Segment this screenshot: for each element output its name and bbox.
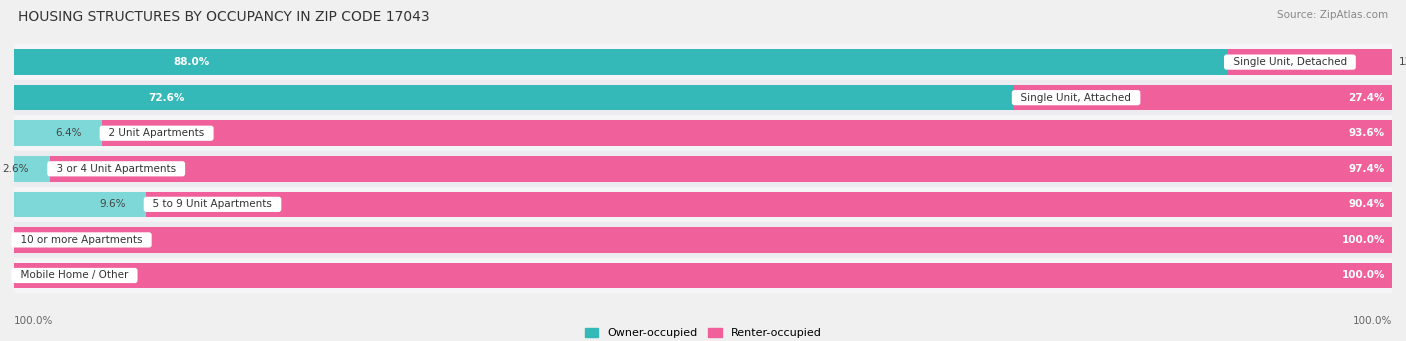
Bar [14, 263, 1392, 288]
Bar [14, 227, 1392, 253]
Bar [14, 192, 146, 217]
Bar [14, 120, 1392, 146]
Text: 2 Unit Apartments: 2 Unit Apartments [103, 128, 211, 138]
Text: 0.0%: 0.0% [21, 235, 48, 245]
Bar [14, 187, 1392, 222]
Text: 100.0%: 100.0% [1341, 270, 1385, 281]
Bar [14, 85, 1392, 110]
Bar [1226, 49, 1392, 75]
Text: 93.6%: 93.6% [1348, 128, 1385, 138]
Bar [14, 263, 1392, 288]
Bar [14, 44, 1392, 80]
Text: Single Unit, Detached: Single Unit, Detached [1226, 57, 1353, 67]
Bar [14, 116, 1392, 151]
Bar [14, 156, 1392, 182]
Text: 6.4%: 6.4% [55, 128, 82, 138]
Bar [14, 192, 1392, 217]
Text: 10 or more Apartments: 10 or more Apartments [14, 235, 149, 245]
Text: Single Unit, Attached: Single Unit, Attached [1014, 93, 1137, 103]
Text: 27.4%: 27.4% [1348, 93, 1385, 103]
Text: 88.0%: 88.0% [173, 57, 209, 67]
Text: HOUSING STRUCTURES BY OCCUPANCY IN ZIP CODE 17043: HOUSING STRUCTURES BY OCCUPANCY IN ZIP C… [18, 10, 430, 24]
Bar [146, 192, 1392, 217]
Bar [14, 80, 1392, 116]
Bar [14, 151, 1392, 187]
Text: Mobile Home / Other: Mobile Home / Other [14, 270, 135, 281]
Bar [14, 156, 49, 182]
Text: 90.4%: 90.4% [1348, 199, 1385, 209]
Text: 97.4%: 97.4% [1348, 164, 1385, 174]
Bar [14, 227, 1392, 253]
Bar [14, 192, 146, 217]
Bar [14, 258, 1392, 293]
Text: 72.6%: 72.6% [148, 93, 184, 103]
Text: 100.0%: 100.0% [1353, 316, 1392, 326]
Bar [14, 156, 49, 182]
Text: 100.0%: 100.0% [1341, 235, 1385, 245]
Text: 9.6%: 9.6% [100, 199, 125, 209]
Text: 2.6%: 2.6% [3, 164, 30, 174]
Bar [14, 120, 103, 146]
Bar [14, 49, 1392, 75]
Bar [14, 222, 1392, 258]
Text: 3 or 4 Unit Apartments: 3 or 4 Unit Apartments [49, 164, 183, 174]
Bar [14, 120, 103, 146]
Text: 100.0%: 100.0% [14, 316, 53, 326]
Bar [14, 49, 1226, 75]
Bar [1014, 85, 1392, 110]
Bar [103, 120, 1392, 146]
Legend: Owner-occupied, Renter-occupied: Owner-occupied, Renter-occupied [581, 323, 825, 341]
Text: 5 to 9 Unit Apartments: 5 to 9 Unit Apartments [146, 199, 278, 209]
Text: Source: ZipAtlas.com: Source: ZipAtlas.com [1277, 10, 1388, 20]
Text: 12.0%: 12.0% [1399, 57, 1406, 67]
Bar [14, 85, 1014, 110]
Bar [49, 156, 1392, 182]
Text: 0.0%: 0.0% [21, 270, 48, 281]
